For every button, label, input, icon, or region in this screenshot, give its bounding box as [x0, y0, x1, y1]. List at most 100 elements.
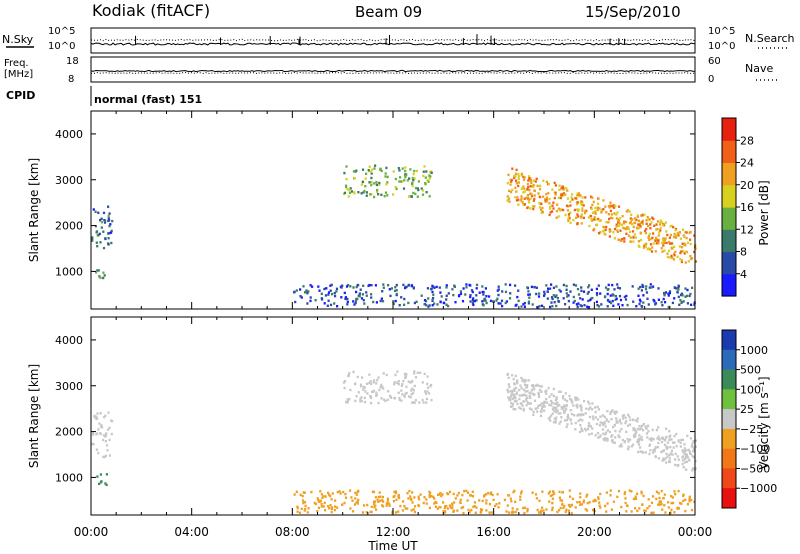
range-cell: [658, 503, 661, 506]
range-cell: [638, 437, 641, 440]
range-cell: [577, 419, 580, 423]
range-cell: [550, 301, 553, 304]
range-cell: [386, 175, 389, 179]
range-cell: [584, 211, 587, 215]
range-cell: [371, 390, 374, 394]
range-cell: [475, 299, 478, 302]
range-cell: [306, 511, 309, 514]
range-cell: [596, 223, 599, 226]
range-cell: [551, 408, 555, 411]
range-cell: [445, 284, 448, 287]
range-cell: [323, 287, 326, 291]
range-cell: [527, 198, 530, 201]
range-cell: [596, 206, 599, 209]
range-cell: [673, 286, 677, 289]
range-cell: [100, 480, 103, 483]
range-cell: [403, 395, 406, 398]
range-cell: [397, 495, 400, 498]
range-cell: [580, 428, 583, 432]
range-cell: [628, 230, 632, 233]
range-cell: [552, 207, 555, 210]
range-cell: [602, 438, 605, 441]
range-cell: [588, 415, 592, 419]
range-cell: [603, 437, 607, 440]
range-cell: [554, 184, 557, 187]
range-cell: [570, 422, 573, 425]
freq-right-tick-top: 60: [708, 56, 721, 67]
range-cell: [605, 225, 608, 229]
range-cell: [629, 220, 633, 223]
range-cell: [620, 239, 623, 242]
range-cell: [610, 508, 613, 511]
range-cell: [385, 504, 388, 507]
range-cell: [668, 453, 671, 457]
range-cell: [687, 260, 690, 263]
range-cell: [681, 246, 684, 249]
range-cell: [656, 238, 659, 241]
range-cell: [636, 215, 639, 218]
range-cell: [532, 413, 535, 417]
range-cell: [376, 498, 379, 502]
noise-left-label: N.Sky: [2, 33, 34, 46]
range-cell: [606, 305, 609, 308]
range-cell: [652, 298, 655, 302]
velocity-heatmap: [91, 370, 698, 515]
range-cell: [626, 303, 629, 307]
range-cell: [530, 181, 533, 185]
range-cell: [564, 419, 567, 422]
range-cell: [346, 399, 349, 403]
range-cell: [516, 402, 519, 406]
range-cell: [542, 179, 545, 182]
range-cell: [576, 403, 579, 407]
range-cell: [384, 191, 388, 194]
range-cell: [358, 292, 361, 295]
range-cell: [634, 507, 637, 510]
range-cell: [679, 445, 682, 448]
range-cell: [560, 416, 563, 419]
range-cell: [425, 502, 428, 505]
range-cell: [587, 408, 590, 411]
range-cell: [326, 304, 329, 307]
range-cell: [625, 430, 628, 433]
range-cell: [485, 493, 488, 496]
range-cell: [566, 423, 569, 426]
range-cell: [570, 196, 573, 199]
range-cell: [667, 292, 670, 295]
range-cell: [579, 496, 582, 499]
range-cell: [358, 295, 361, 298]
range-cell: [677, 463, 680, 467]
range-cell: [525, 196, 528, 200]
range-cell: [634, 495, 637, 498]
range-cell: [507, 396, 510, 399]
range-cell: [604, 504, 607, 508]
range-cell: [527, 186, 530, 189]
range-cell: [615, 223, 618, 226]
range-cell: [562, 192, 565, 195]
range-cell: [386, 497, 389, 500]
range-cell: [672, 446, 675, 449]
range-cell: [375, 183, 378, 187]
range-cell: [662, 224, 665, 227]
range-cell: [522, 407, 525, 411]
range-cell: [92, 432, 95, 435]
range-cell: [590, 195, 593, 198]
range-cell: [317, 285, 320, 288]
range-cell: [413, 384, 416, 388]
range-cell: [674, 452, 677, 456]
range-cell: [545, 198, 548, 201]
range-cell: [581, 207, 584, 210]
range-cell: [329, 289, 332, 292]
range-cell: [655, 490, 658, 493]
range-cell: [587, 427, 590, 431]
range-cell: [586, 493, 589, 496]
range-cell: [633, 217, 636, 220]
range-cell: [357, 498, 360, 501]
range-cell: [328, 493, 331, 496]
range-cell: [405, 385, 408, 388]
range-cell: [415, 169, 418, 173]
range-cell: [623, 237, 626, 240]
range-cell: [102, 246, 106, 250]
range-cell: [403, 179, 406, 182]
range-cell: [617, 218, 620, 221]
range-cell: [107, 214, 110, 218]
